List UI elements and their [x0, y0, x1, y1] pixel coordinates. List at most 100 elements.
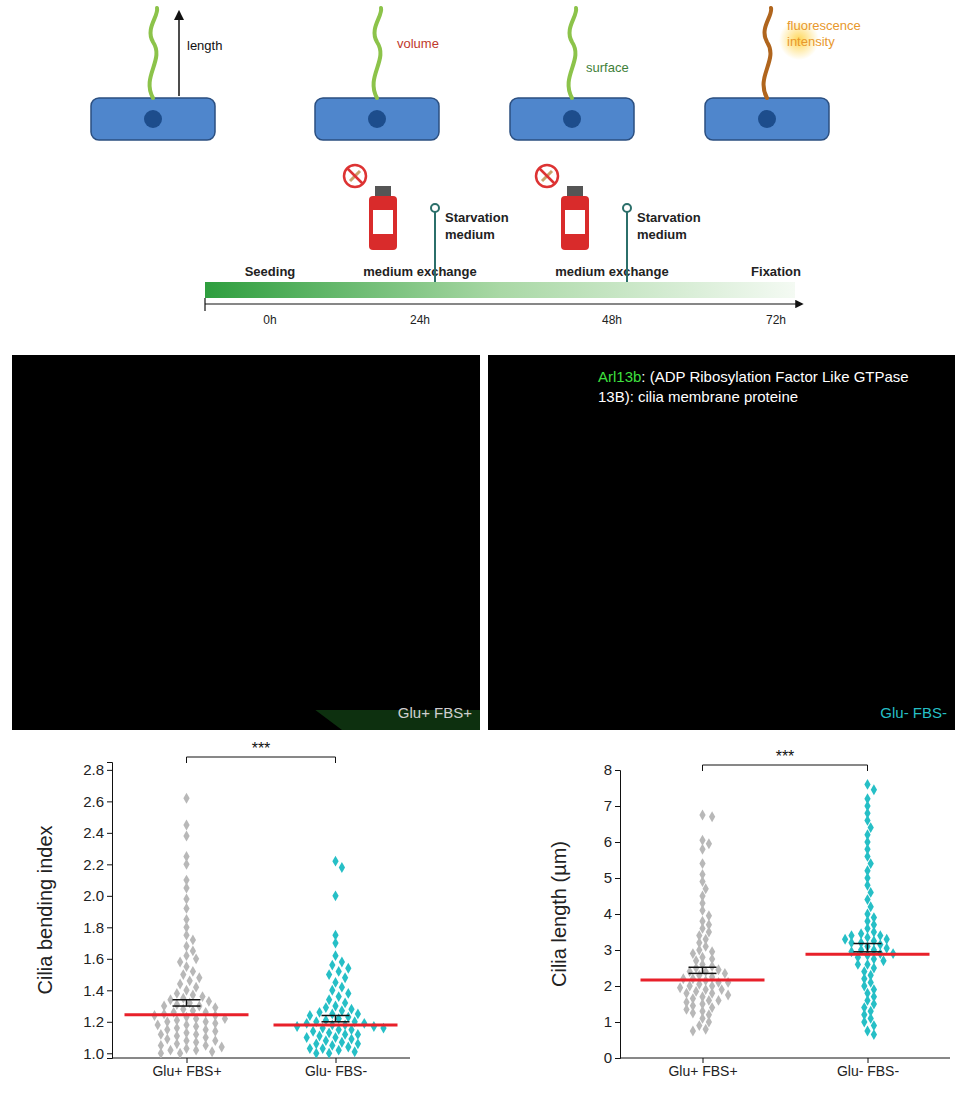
- data-point: [336, 1045, 342, 1056]
- cell-body: [91, 98, 215, 140]
- data-point: [699, 905, 705, 916]
- data-point: [310, 1026, 316, 1037]
- data-point: [177, 979, 183, 990]
- y-tick-label: 2.4: [83, 824, 104, 841]
- data-point: [183, 883, 189, 894]
- y-tick: 8: [604, 761, 620, 778]
- cell-illustration: surface: [510, 8, 634, 140]
- data-point: [722, 968, 728, 979]
- y-tick-mark: [107, 770, 112, 771]
- bottle-cap: [567, 186, 583, 196]
- data-point: [183, 961, 189, 972]
- event-pin-head: [431, 204, 439, 212]
- data-point: [313, 1048, 319, 1058]
- median-line: [641, 978, 765, 981]
- data-point: [332, 1001, 338, 1012]
- data-point: [174, 988, 180, 999]
- data-point: [177, 957, 183, 968]
- x-tick: Glu+ FBS+: [668, 1058, 737, 1079]
- error-bar-stem: [335, 1015, 337, 1021]
- y-tick-label: 8: [604, 761, 612, 778]
- error-bar: [173, 1000, 201, 1006]
- error-bar-stem: [702, 967, 704, 973]
- data-point: [352, 1046, 358, 1057]
- data-point: [177, 1048, 183, 1058]
- event-time: 72h: [766, 313, 786, 327]
- data-point: [683, 1004, 689, 1015]
- data-point: [361, 1018, 367, 1029]
- data-point: [332, 856, 338, 867]
- data-point: [326, 969, 332, 980]
- data-point: [690, 1008, 696, 1019]
- medium-label: Starvationmedium: [637, 210, 701, 242]
- y-tick: 1.4: [83, 982, 112, 999]
- data-point: [183, 950, 189, 961]
- data-point: [864, 779, 870, 790]
- micrographs: Glu+ FBS+Glu- FBS-Arl13b: (ADP Ribosylat…: [9, 349, 963, 730]
- y-tick: 2.2: [83, 856, 112, 873]
- data-point: [158, 1048, 164, 1058]
- y-axis: 1.01.21.41.61.82.02.22.42.62.8: [83, 761, 112, 1061]
- no-serum-sign: [536, 165, 558, 187]
- y-tick-mark: [615, 950, 620, 951]
- y-tick-mark: [107, 864, 112, 865]
- data-point: [355, 1008, 361, 1019]
- y-tick-mark: [615, 1022, 620, 1023]
- y-tick-label: 1.6: [83, 950, 104, 967]
- y-tick: 5: [604, 869, 620, 886]
- measure-label: length: [187, 38, 222, 53]
- data-point: [696, 1020, 702, 1031]
- data-point: [183, 820, 189, 831]
- data-point: [304, 1032, 310, 1043]
- plot-area: [641, 779, 930, 1040]
- data-point: [332, 890, 338, 901]
- data-point: [190, 990, 196, 1001]
- x-tick-label: Glu+ FBS+: [152, 1063, 221, 1079]
- chart: 012345678Glu+ FBS+Glu- FBS-Cilia length …: [548, 748, 950, 1079]
- y-tick: 2.8: [83, 761, 112, 778]
- x-axis-line: [620, 1058, 950, 1059]
- y-tick-mark: [107, 1022, 112, 1023]
- y-tick-mark: [107, 927, 112, 928]
- event-pin: [434, 212, 436, 282]
- bottle-label: [565, 210, 585, 234]
- data-point: [699, 810, 705, 821]
- data-point: [336, 991, 342, 1002]
- data-point: [155, 1020, 161, 1031]
- data-point: [342, 1029, 348, 1040]
- data-point: [677, 982, 683, 993]
- error-bar: [689, 967, 717, 973]
- y-tick: 2: [604, 977, 620, 994]
- stain-name: Arl13b: [598, 368, 641, 385]
- error-bar-cap: [322, 1015, 350, 1017]
- data-point: [183, 831, 189, 842]
- data-point: [345, 1012, 351, 1023]
- medium-bottle: [369, 186, 397, 250]
- data-point: [709, 961, 715, 972]
- event-time: 24h: [410, 313, 430, 327]
- data-point: [203, 1040, 209, 1051]
- data-point: [183, 859, 189, 870]
- data-point: [206, 996, 212, 1007]
- y-tick-label: 0: [604, 1049, 612, 1066]
- sign-ring: [536, 165, 558, 187]
- y-tick-mark: [107, 959, 112, 960]
- data-point: [329, 960, 335, 971]
- data-point: [371, 1021, 377, 1032]
- error-bar-cap: [689, 967, 717, 969]
- data-point: [193, 1045, 199, 1056]
- group-points: [842, 779, 896, 1040]
- y-tick: 1.2: [83, 1013, 112, 1030]
- data-point: [323, 1002, 329, 1013]
- data-point: [180, 969, 186, 980]
- measure-label: surface: [586, 60, 629, 75]
- data-point: [342, 997, 348, 1008]
- data-point: [884, 943, 890, 954]
- y-tick-mark: [107, 1053, 112, 1054]
- medium-label: Starvationmedium: [445, 210, 509, 242]
- measure-label: fluorescenceintensity: [787, 18, 861, 49]
- stain-text: 13B): cilia membrane proteine: [598, 388, 798, 405]
- y-tick-label: 1: [604, 1013, 612, 1030]
- data-point: [183, 1043, 189, 1054]
- y-tick-mark: [107, 833, 112, 834]
